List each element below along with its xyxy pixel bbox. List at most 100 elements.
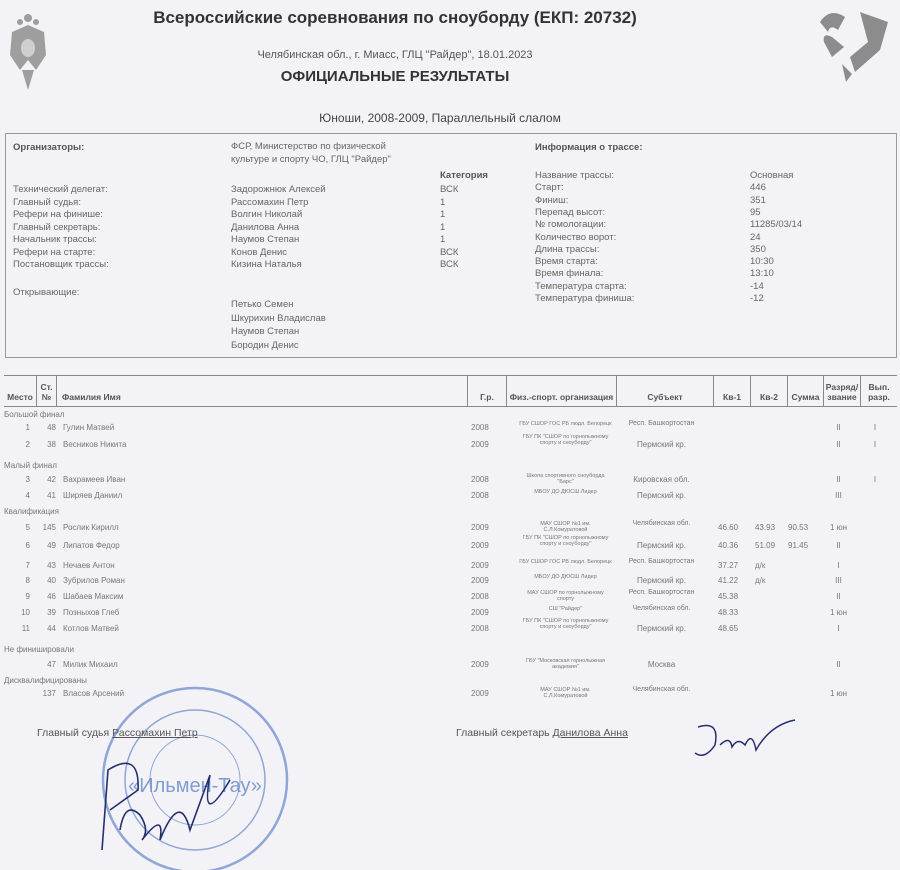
track-info-label: Температура финиша: bbox=[535, 293, 635, 304]
official-role: Главный секретарь: bbox=[13, 221, 101, 233]
table-row: 137 Власов Арсений 2009 МАУ СШОР №1 им. С.Л… bbox=[0, 686, 900, 703]
qual-run-1: 48.65 bbox=[718, 624, 739, 633]
qual-run-1: 37.27 bbox=[718, 561, 739, 570]
track-info-label: Перепад высот: bbox=[535, 206, 606, 218]
birth-year: 2009 bbox=[471, 440, 489, 449]
opener-name: Шкурихин Владислав bbox=[231, 312, 326, 324]
track-info-label: Старт: bbox=[535, 182, 564, 194]
birth-year: 2009 bbox=[471, 541, 489, 550]
athlete-name: Нечаев Антон bbox=[63, 561, 115, 570]
organization: МБОУ ДО ДЮСШ Лидер bbox=[534, 489, 597, 495]
group-label: Большой финал bbox=[4, 410, 65, 419]
table-row: 6 49 Липатов Федор 2009 ГБУ ПК "СШОР по горн… bbox=[0, 535, 900, 555]
earned-rank: I bbox=[873, 423, 877, 432]
qual-sum: 90.53 bbox=[788, 523, 809, 532]
region: Респ. Башкортостан bbox=[628, 420, 695, 427]
birth-year: 2008 bbox=[471, 475, 489, 484]
birth-year: 2009 bbox=[471, 523, 489, 532]
track-info-value: -14 bbox=[750, 280, 764, 292]
rank: II bbox=[836, 423, 841, 432]
qual-run-2: 43.93 bbox=[755, 523, 776, 532]
organization: ГБУ "Московская горнолыжная академия" bbox=[525, 658, 605, 670]
athlete-name: Гулин Матвей bbox=[63, 423, 115, 432]
col-q2: Кв-2 bbox=[751, 376, 788, 406]
track-info-value: -12 bbox=[750, 293, 764, 304]
place: 4 bbox=[25, 491, 30, 500]
group-label: Дисквалифицированы bbox=[4, 676, 87, 685]
col-name: Фамилия Имя bbox=[62, 392, 121, 403]
place: 10 bbox=[21, 608, 30, 617]
region: Пермский кр. bbox=[637, 440, 686, 449]
bib: 42 bbox=[47, 475, 56, 484]
place: 9 bbox=[25, 592, 30, 601]
birth-year: 2008 bbox=[471, 423, 489, 432]
athlete-name: Ширяев Даниил bbox=[63, 491, 123, 500]
sport-ministry-logo bbox=[820, 12, 888, 82]
track-info-label: Время старта: bbox=[535, 256, 598, 268]
official-name: Кизина Наталья bbox=[231, 259, 302, 270]
col-rank: Разряд/ звание bbox=[824, 376, 861, 406]
bib: 49 bbox=[47, 541, 56, 550]
table-row: 8 40 Зубрилов Роман 2009 МБОУ ДО ДЮСШ Лидер П… bbox=[0, 574, 900, 590]
birth-year: 2009 bbox=[471, 689, 489, 698]
stamp-text: «Ильмен-Тау» bbox=[128, 775, 262, 797]
col-org: Физ.-спорт. организация bbox=[507, 376, 617, 406]
table-row: 3 42 Вахрамеев Иван 2008 Школа спортивного с… bbox=[0, 473, 900, 489]
region: Челябинская обл. bbox=[632, 686, 691, 693]
table-row: 10 39 Позныхов Глеб 2009 СШ "Райдер" Челябинс… bbox=[0, 605, 900, 622]
bib: 48 bbox=[47, 423, 56, 432]
place: 2 bbox=[25, 440, 30, 449]
qual-run-1: 40.36 bbox=[718, 541, 739, 550]
table-row: 4 41 Ширяев Даниил 2008 МБОУ ДО ДЮСШ Лидер Пе… bbox=[0, 489, 900, 505]
organization: СШ "Райдер" bbox=[548, 606, 583, 612]
competition-title: Всероссийские соревнования по сноуборду … bbox=[153, 8, 637, 27]
bib: 41 bbox=[47, 491, 56, 500]
bib: 40 bbox=[47, 576, 56, 585]
athlete-name: Милик Михаил bbox=[63, 660, 118, 669]
place: 5 bbox=[25, 523, 30, 532]
qual-run-1: 45.38 bbox=[718, 592, 739, 601]
track-info-label: № гомологации: bbox=[535, 219, 607, 231]
rank: II bbox=[836, 592, 841, 601]
rank: III bbox=[835, 576, 842, 585]
region: Москва bbox=[647, 660, 676, 669]
official-role: Рефери на финише: bbox=[13, 209, 103, 220]
birth-year: 2008 bbox=[471, 592, 489, 601]
official-category: 1 bbox=[440, 196, 446, 208]
col-year: Г.р. bbox=[467, 376, 507, 406]
qual-run-1: 41.22 bbox=[718, 576, 739, 585]
birth-year: 2009 bbox=[471, 608, 489, 617]
birth-year: 2009 bbox=[471, 660, 489, 669]
official-name: Конов Денис bbox=[231, 246, 288, 258]
rank: II bbox=[836, 475, 841, 484]
official-category: ВСК bbox=[440, 259, 459, 270]
location-date: Челябинская обл., г. Миасс, ГЛЦ "Райдер"… bbox=[257, 49, 533, 61]
table-row: 11 44 Котлов Матвей 2008 ГБУ ПК "СШОР по гор… bbox=[0, 618, 900, 638]
athlete-name: Позныхов Глеб bbox=[63, 608, 120, 617]
chief-secretary-name: Данилова Анна bbox=[552, 727, 628, 739]
region: Пермский кр. bbox=[637, 541, 686, 550]
rank: 1 юн bbox=[829, 689, 848, 698]
track-info-title: Информация о трассе: bbox=[535, 142, 643, 153]
track-info-label: Время финала: bbox=[535, 268, 604, 280]
chief-secretary-signoff: Главный секретарь Данилова Анна bbox=[456, 727, 628, 739]
secretary-signature bbox=[694, 719, 796, 756]
opener-name: Бородин Денис bbox=[231, 339, 299, 351]
opener-name: Наумов Степан bbox=[231, 326, 300, 337]
organization: ГБУ ПК "СШОР по горнолыжному спорту и сн… bbox=[522, 535, 609, 547]
table-row: 5 145 Рослик Кирилл 2009 МАУ СШОР №1 им. С.Л… bbox=[0, 520, 900, 537]
place: 11 bbox=[21, 624, 30, 633]
track-info-value: 446 bbox=[750, 182, 766, 194]
rank: II bbox=[836, 440, 841, 449]
qual-run-1: 46.60 bbox=[718, 523, 739, 532]
official-category: ВСК bbox=[440, 184, 459, 195]
col-q1: Кв-1 bbox=[714, 376, 751, 406]
official-role: Рефери на старте: bbox=[13, 246, 96, 258]
place: 8 bbox=[25, 576, 30, 585]
col-place: Место bbox=[4, 376, 37, 406]
track-info-value: 350 bbox=[750, 243, 766, 255]
athlete-name: Рослик Кирилл bbox=[63, 523, 119, 532]
bib: 145 bbox=[42, 523, 56, 532]
official-role: Начальник трассы: bbox=[13, 234, 97, 245]
